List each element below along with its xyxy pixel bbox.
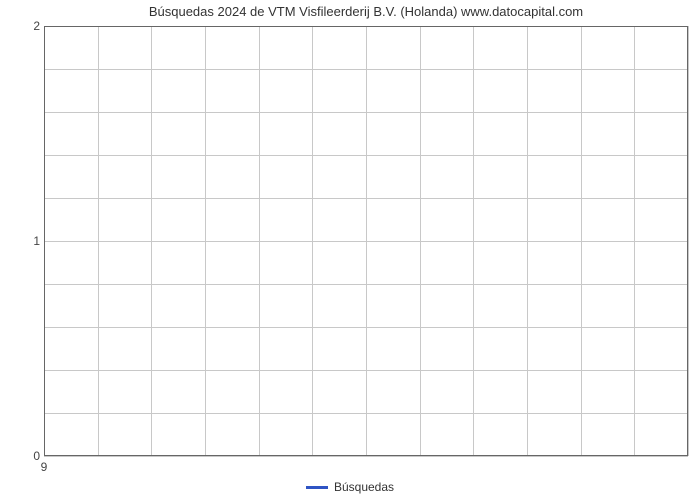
- y-tick-label: 2: [0, 19, 40, 33]
- gridline-v: [688, 26, 689, 456]
- y-tick-label: 0: [0, 449, 40, 463]
- chart-container: Búsquedas 2024 de VTM Visfileerderij B.V…: [0, 0, 700, 500]
- gridline-h: [44, 456, 688, 457]
- plot-border: [44, 26, 688, 456]
- legend: Búsquedas: [0, 480, 700, 494]
- chart-title: Búsquedas 2024 de VTM Visfileerderij B.V…: [44, 4, 688, 19]
- legend-label: Búsquedas: [334, 480, 394, 494]
- x-tick-label: 9: [41, 460, 48, 474]
- y-tick-label: 1: [0, 234, 40, 248]
- legend-swatch: [306, 486, 328, 489]
- plot-area: [44, 26, 688, 456]
